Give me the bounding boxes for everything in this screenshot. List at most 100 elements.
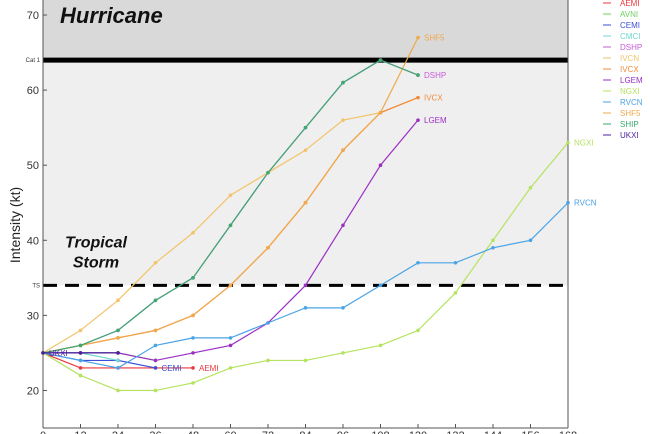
data-point-ngxi: [191, 381, 195, 385]
legend-item-ship: SHIP: [620, 120, 639, 129]
data-point-ngxi: [341, 351, 345, 355]
axis-layer: Intensity (kt) 0 12 24 36 48 60 72 84 96 108 120 13…: [7, 0, 577, 434]
data-point-rvcn: [453, 261, 458, 265]
data-point-ivcn: [78, 328, 83, 333]
data-point-ngxi: [78, 373, 83, 378]
data-point-cemi: [153, 366, 158, 370]
data-point-ngxi: [228, 366, 233, 370]
end-label-lgem: LGEM: [424, 116, 447, 125]
data-point-ngxi: [528, 185, 533, 190]
x-tick-label: 96: [337, 430, 349, 434]
data-point-lgem: [303, 283, 308, 288]
data-point-ship: [266, 170, 270, 175]
data-point-rvcn: [416, 261, 420, 265]
x-tick-label: 12: [74, 430, 86, 434]
data-point-rvcn: [378, 283, 383, 288]
data-point-shf5: [341, 148, 345, 152]
legend-item-aemi: AEMI: [620, 0, 640, 8]
data-point-ngxi: [378, 343, 383, 348]
data-point-ukxi: [41, 351, 45, 355]
region-label-0: Hurricane: [60, 3, 163, 28]
legend-item-rvcn: RVCN: [620, 98, 643, 107]
data-point-ship: [303, 125, 308, 130]
region-layer: Hurricane Tropical Storm Cat 1 TS: [26, 0, 568, 289]
legend-item-ivcx: IVCX: [620, 65, 639, 74]
data-point-rvcn: [491, 245, 495, 250]
x-tick-label: 168: [559, 430, 577, 434]
x-tick-label: 120: [409, 430, 427, 434]
legend-item-dshp: DSHP: [620, 43, 642, 52]
data-point-shf5: [153, 328, 158, 333]
end-label-ukxi: UKXI: [49, 349, 68, 358]
x-tick-label: 132: [446, 430, 464, 434]
data-point-rvcn: [566, 200, 570, 205]
end-label-rvcn: RVCN: [574, 199, 597, 208]
data-point-ivcx: [416, 95, 420, 100]
x-tick-label: 0: [40, 430, 46, 434]
end-label-ivcx: IVCX: [424, 94, 443, 103]
region-label-1: Tropical Storm: [65, 234, 128, 271]
data-point-shf5: [266, 245, 270, 250]
x-tick-label: 72: [262, 430, 274, 434]
x-tick-label: 84: [299, 430, 311, 434]
x-tick-label: 24: [112, 430, 124, 434]
y-tick-label: 20: [27, 385, 39, 397]
data-point-ngxi: [266, 358, 270, 363]
y-tick-label: 30: [27, 310, 39, 322]
data-point-ship: [116, 328, 120, 333]
data-point-ivcn: [116, 298, 120, 303]
y-tick-label: 40: [27, 235, 39, 247]
legend: AEMI AVNI CEMI CMCI DSHP IVCN IVCX LGEM NGXI RVCN…: [603, 0, 643, 140]
data-point-ivcn: [303, 148, 308, 152]
y-axis-label: Intensity (kt): [7, 187, 23, 263]
data-point-ngxi: [303, 358, 308, 363]
data-point-ukxi: [78, 351, 83, 355]
data-point-ship: [228, 223, 233, 228]
data-point-aemi: [78, 366, 83, 370]
data-point-ukxi: [116, 351, 120, 355]
x-tick-label: 144: [484, 430, 502, 434]
data-point-shf5: [303, 200, 308, 205]
end-label-aemi: AEMI: [199, 364, 219, 373]
legend-item-cemi: CEMI: [620, 21, 640, 30]
y-tick-label: 70: [27, 10, 39, 22]
data-point-shf5: [116, 336, 120, 340]
data-point-ivcn: [191, 230, 195, 235]
data-point-ngxi: [491, 238, 495, 243]
series-layer: [41, 35, 570, 393]
x-tick-label: 60: [224, 430, 236, 434]
region-band-0: [43, 0, 568, 61]
x-tick-label: 108: [371, 430, 389, 434]
data-point-ship: [378, 58, 383, 62]
legend-item-ngxi: NGXI: [620, 87, 640, 96]
legend-item-ukxi: UKXI: [620, 131, 639, 140]
y-tick-label: 60: [27, 85, 39, 97]
data-point-rvcn: [116, 366, 120, 370]
x-tick-label: 156: [521, 430, 539, 434]
legend-item-cmci: CMCI: [620, 32, 640, 41]
data-point-ivcn: [153, 261, 158, 265]
legend-item-shf5: SHF5: [620, 109, 641, 118]
data-point-rvcn: [341, 306, 345, 310]
data-point-ship: [153, 298, 158, 303]
end-label-shf5: SHF5: [424, 34, 445, 43]
threshold-label-1: TS: [32, 283, 40, 289]
data-point-ngxi: [566, 140, 570, 145]
y-tick-label: 50: [27, 160, 39, 172]
legend-item-lgem: LGEM: [620, 76, 643, 85]
data-point-shf5: [416, 35, 420, 40]
legend-item-ivcn: IVCN: [620, 54, 639, 63]
data-point-lgem: [341, 223, 345, 228]
end-label-cemi: CEMI: [162, 364, 182, 373]
x-tick-label: 36: [149, 430, 161, 434]
data-point-rvcn: [191, 336, 195, 340]
data-point-shf5: [191, 313, 195, 318]
data-point-lgem: [378, 163, 383, 167]
end-label-ngxi: NGXI: [574, 139, 594, 148]
end-label-dshp: DSHP: [424, 71, 446, 80]
data-point-rvcn: [228, 336, 233, 340]
data-point-lgem: [228, 343, 233, 348]
data-point-lgem: [153, 358, 158, 363]
data-point-rvcn: [303, 306, 308, 310]
data-point-ship: [416, 73, 420, 77]
